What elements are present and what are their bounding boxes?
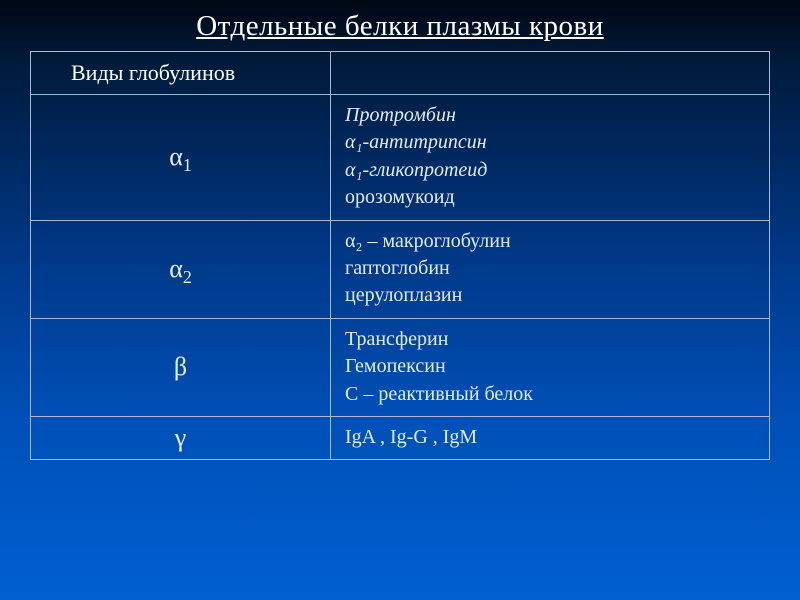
table-header-row: Виды глобулинов [31, 52, 770, 95]
table-row: α2 α₂ – макроглобулин гаптоглобин церуло… [31, 220, 770, 318]
symbol-main: γ [175, 423, 187, 452]
symbol-main: α [169, 254, 183, 283]
desc-cell: IgA , Ig-G , IgM [331, 416, 770, 459]
table-row: α1 Протромбин α₁-антитрипсин α₁-гликопро… [31, 95, 770, 221]
header-left: Виды глобулинов [31, 52, 331, 95]
symbol-cell: β [31, 318, 331, 416]
desc-line: α₁-гликопротеид [345, 157, 755, 183]
symbol-cell: γ [31, 416, 331, 459]
desc-line: орозомукоид [345, 184, 755, 210]
desc-line: С – реактивный белок [345, 381, 755, 407]
symbol-cell: α1 [31, 95, 331, 221]
globulins-table: Виды глобулинов α1 Протромбин α₁-антитри… [30, 51, 770, 460]
symbol-main: β [174, 352, 187, 381]
symbol-main: α [169, 142, 183, 171]
desc-line: Протромбин [345, 102, 755, 128]
desc-line: IgA , Ig-G , IgM [345, 424, 755, 450]
desc-cell: Трансферин Гемопексин С – реактивный бел… [331, 318, 770, 416]
page-title: Отдельные белки плазмы крови [0, 10, 800, 43]
symbol-sub: 2 [183, 267, 192, 287]
slide: Отдельные белки плазмы крови Виды глобул… [0, 0, 800, 600]
desc-line: гаптоглобин [345, 255, 755, 281]
desc-line: Трансферин [345, 326, 755, 352]
desc-line: α₂ – макроглобулин [345, 228, 755, 254]
desc-line: церулоплазин [345, 282, 755, 308]
desc-cell: Протромбин α₁-антитрипсин α₁-гликопротеи… [331, 95, 770, 221]
table-row: γ IgA , Ig-G , IgM [31, 416, 770, 459]
header-right [331, 52, 770, 95]
table-row: β Трансферин Гемопексин С – реактивный б… [31, 318, 770, 416]
symbol-cell: α2 [31, 220, 331, 318]
symbol-sub: 1 [183, 155, 192, 175]
desc-cell: α₂ – макроглобулин гаптоглобин церулопла… [331, 220, 770, 318]
desc-line: Гемопексин [345, 353, 755, 379]
desc-line: α₁-антитрипсин [345, 129, 755, 155]
